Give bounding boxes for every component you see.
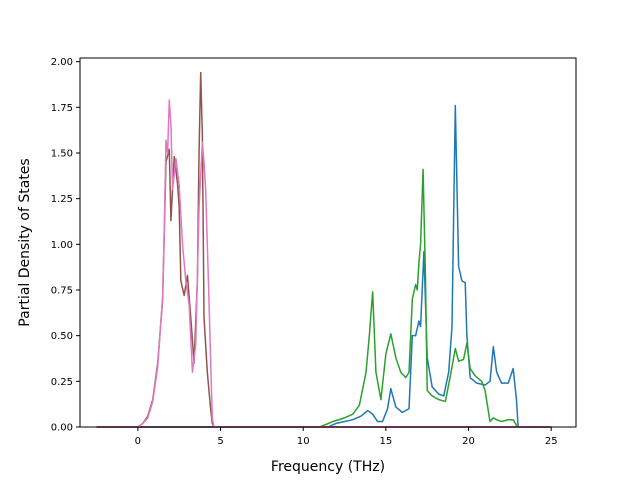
y-axis-label: Partial Density of States (17, 158, 33, 326)
y-tick-label: 0.25 (51, 377, 73, 388)
x-tick-label: 10 (297, 436, 310, 447)
x-tick-label: 5 (217, 436, 223, 447)
x-tick-label: 25 (545, 436, 558, 447)
y-tick-label: 1.25 (51, 194, 73, 205)
x-tick-label: 20 (462, 436, 475, 447)
plot-frame (79, 57, 577, 428)
x-tick-label: 15 (379, 436, 392, 447)
y-tick-label: 1.50 (51, 148, 73, 159)
y-tick-label: 0.00 (51, 423, 73, 434)
series-line-2 (96, 168, 552, 428)
series-line-6 (96, 99, 552, 428)
y-tick-label: 0.50 (51, 331, 73, 342)
x-axis-label: Frequency (THz) (271, 459, 385, 475)
y-tick-label: 2.00 (51, 57, 73, 68)
y-tick-label: 1.00 (51, 240, 73, 251)
y-axis-ticks: 0.00 0.25 0.50 0.75 1.00 1.25 1.50 1.75 2.00 (51, 57, 80, 434)
series-line-1 (96, 104, 552, 428)
y-tick-label: 0.75 (51, 285, 73, 296)
y-tick-label: 1.75 (51, 103, 73, 114)
x-tick-label: 0 (135, 436, 141, 447)
x-axis-ticks: 0 5 10 15 20 25 (135, 427, 558, 447)
